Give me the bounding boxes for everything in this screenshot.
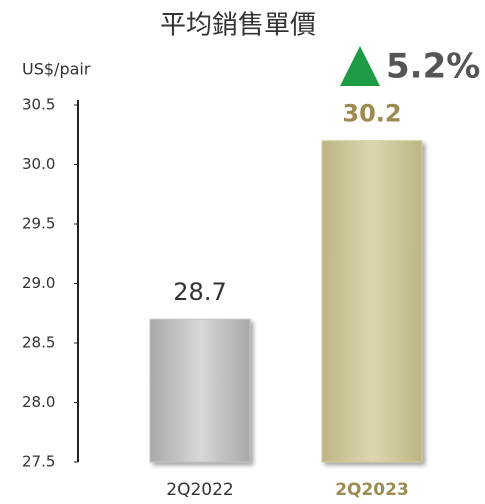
y-tick-label: 28.0 <box>22 393 55 411</box>
y-tick-label: 28.5 <box>22 334 55 352</box>
y-tick-label: 27.5 <box>22 453 55 471</box>
data-label: 30.2 <box>342 100 401 128</box>
data-label: 28.7 <box>173 278 226 306</box>
y-axis-label: US$/pair <box>22 60 91 79</box>
bar <box>321 140 423 463</box>
x-tick-label: 2Q2023 <box>335 480 409 500</box>
x-tick-label: 2Q2022 <box>166 480 233 500</box>
y-tick-label: 29.5 <box>22 215 55 233</box>
y-tick-label: 30.5 <box>22 96 55 114</box>
chart-title: 平均銷售單價 <box>160 11 316 41</box>
up-triangle <box>340 46 380 86</box>
change-annotation: 5.2% <box>386 47 480 87</box>
bar <box>149 318 251 463</box>
y-tick-label: 30.0 <box>22 155 55 173</box>
y-tick-label: 29.0 <box>22 274 55 292</box>
